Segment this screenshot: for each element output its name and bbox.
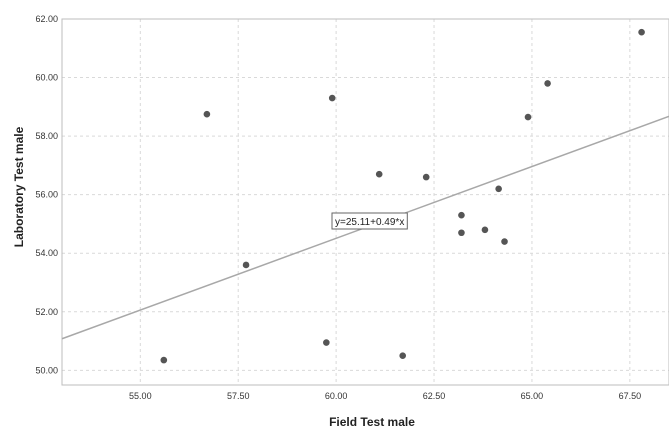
y-tick-label: 62.00 xyxy=(35,14,58,24)
y-tick-label: 60.00 xyxy=(35,73,58,83)
data-point xyxy=(525,114,532,121)
data-point xyxy=(544,80,551,87)
data-point xyxy=(243,262,250,269)
data-point xyxy=(495,186,502,193)
data-point xyxy=(161,357,168,364)
data-point xyxy=(329,95,336,102)
y-tick-label: 50.00 xyxy=(35,365,58,375)
data-point xyxy=(376,171,383,178)
x-tick-label: 67.50 xyxy=(619,391,642,401)
data-point xyxy=(323,339,330,346)
x-tick-label: 57.50 xyxy=(227,391,250,401)
data-point xyxy=(638,29,645,36)
data-point xyxy=(482,227,489,234)
y-tick-label: 58.00 xyxy=(35,131,58,141)
grid-layer xyxy=(62,19,669,385)
x-tick-label: 55.00 xyxy=(129,391,152,401)
points-layer xyxy=(161,29,645,364)
x-tick-label: 60.00 xyxy=(325,391,348,401)
tick-labels-layer: 55.00 57.50 60.00 62.50 65.00 67.50 50.00 52.00… xyxy=(35,14,641,401)
data-point xyxy=(501,238,508,245)
x-tick-label: 62.50 xyxy=(423,391,446,401)
data-point xyxy=(399,352,406,359)
fit-equation-layer: y=25.11+0.49*x xyxy=(332,213,407,229)
data-point xyxy=(458,229,465,236)
x-axis-title: Field Test male xyxy=(329,415,415,428)
fit-equation-label: y=25.11+0.49*x xyxy=(335,217,404,228)
x-tick-label: 65.00 xyxy=(521,391,544,401)
data-point xyxy=(204,111,211,118)
y-axis-title: Laboratory Test male xyxy=(12,126,26,247)
data-point xyxy=(423,174,430,181)
data-point xyxy=(458,212,465,219)
plot-frame xyxy=(62,19,669,385)
y-tick-label: 56.00 xyxy=(35,190,58,200)
y-tick-label: 52.00 xyxy=(35,307,58,317)
y-tick-label: 54.00 xyxy=(35,248,58,258)
